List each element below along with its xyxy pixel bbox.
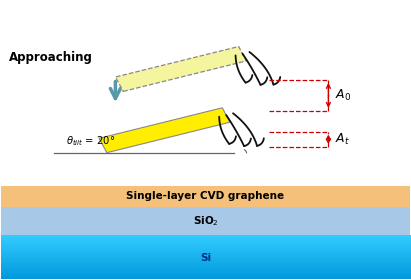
Text: Approaching: Approaching	[9, 51, 93, 64]
Text: A$_0$: A$_0$	[335, 88, 351, 103]
Bar	[1, 186, 410, 207]
Text: SiO$_2$: SiO$_2$	[193, 214, 218, 228]
Text: Single-layer CVD graphene: Single-layer CVD graphene	[127, 192, 284, 201]
Bar	[1, 207, 410, 236]
Text: $\theta_{tilt}$ = 20°: $\theta_{tilt}$ = 20°	[66, 135, 115, 148]
Polygon shape	[115, 46, 246, 91]
Text: Si: Si	[200, 253, 211, 263]
Polygon shape	[99, 108, 230, 153]
Text: A$_t$: A$_t$	[335, 132, 350, 147]
